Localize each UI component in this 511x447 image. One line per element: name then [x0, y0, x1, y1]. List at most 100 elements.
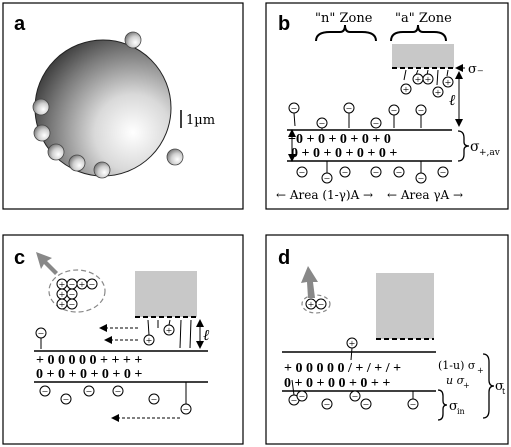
- panel-d-letter: d: [278, 247, 290, 269]
- sigma-av-subscript: +,av: [479, 148, 501, 158]
- label-sigma-in-sub: in: [457, 407, 465, 416]
- small-particle: [166, 148, 184, 166]
- label-u-sub: +: [463, 381, 470, 390]
- panel-b-frame: [265, 2, 509, 210]
- svg-text:−: −: [373, 118, 379, 130]
- svg-text:−: −: [115, 386, 121, 398]
- panel-d-frame: [265, 234, 509, 445]
- colloid-patch: [392, 44, 454, 68]
- svg-text:−: −: [418, 173, 424, 185]
- small-particle: [33, 124, 51, 142]
- svg-text:−: −: [63, 394, 69, 406]
- svg-text:+: +: [146, 335, 152, 347]
- sigma-t-brace: [482, 353, 495, 419]
- svg-text:−: −: [69, 289, 75, 301]
- zone-a-brace: [390, 24, 447, 42]
- lower-anions: − − − − − − −: [296, 161, 449, 185]
- anion: −: [38, 328, 44, 340]
- label-sigma-t: σ: [495, 379, 504, 394]
- ion-cluster: + − + − + − + −: [56, 278, 98, 311]
- scale-label: 1µm: [186, 113, 215, 128]
- svg-text:+: +: [435, 87, 441, 99]
- svg-text:+: +: [445, 77, 451, 89]
- svg-text:−: −: [89, 279, 95, 291]
- label-one-minus-u: (1-u) σ: [438, 359, 476, 372]
- svg-text:−: −: [324, 399, 330, 411]
- svg-text:−: −: [346, 103, 352, 115]
- motion-arrow: [36, 252, 58, 275]
- area-left-label: ← Area (1-γ)A →: [276, 188, 373, 202]
- panel-c: c + − + − + − + − + + ℓ −: [2, 234, 244, 445]
- label-sigma-t-sub: t: [502, 387, 506, 396]
- svg-text:−: −: [373, 167, 379, 179]
- zone-a-label: "a" Zone: [395, 11, 452, 26]
- panel-b: b "n" Zone "a" Zone σ₋ + + + + +: [265, 2, 509, 210]
- bridge-ions: + +: [143, 319, 192, 349]
- svg-text:−: −: [352, 391, 358, 403]
- svg-text:+: +: [59, 289, 65, 301]
- small-particle: [32, 98, 50, 116]
- svg-text:+: +: [415, 74, 421, 86]
- zone-n-brace: [315, 24, 377, 42]
- upper-anions: − − − − − −: [288, 102, 427, 130]
- area-right-label: ← Area γA →: [387, 188, 463, 202]
- label-u: u σ: [446, 374, 465, 387]
- surface-row-2: 0 + 0 + 0 + 0 + 0 +: [36, 367, 142, 382]
- panel-a-letter: a: [14, 13, 26, 35]
- svg-text:−: −: [86, 386, 92, 398]
- small-particle: [47, 143, 65, 161]
- surface-row-2: 0 + 0 + 0 0 + 0 + +: [284, 376, 390, 391]
- svg-text:+: +: [79, 279, 85, 291]
- motion-arrow: [301, 266, 318, 298]
- small-particle: [124, 31, 142, 49]
- svg-text:−: −: [410, 399, 416, 411]
- ion-pair-cation: +: [308, 299, 314, 311]
- svg-text:+: +: [59, 279, 65, 291]
- svg-text:−: −: [69, 299, 75, 311]
- surface-row-1: + 0 0 0 0 0 + + + +: [36, 353, 142, 368]
- ion-pair-outline: [301, 294, 331, 314]
- panel-c-frame: [2, 234, 244, 445]
- sigma-minus-label: σ₋: [468, 62, 484, 77]
- counterion-group: + + + + +: [400, 69, 454, 99]
- svg-text:−: −: [396, 167, 402, 179]
- ell-label: ℓ: [449, 91, 455, 109]
- svg-text:−: −: [324, 173, 330, 185]
- svg-text:−: −: [440, 167, 446, 179]
- sigma-av-brace: [457, 130, 470, 162]
- svg-text:−: −: [391, 105, 397, 117]
- small-particle: [93, 161, 111, 179]
- lower-anions: − − − − − −: [288, 379, 419, 411]
- svg-text:+: +: [166, 325, 172, 337]
- small-particle: [68, 154, 86, 172]
- surface-row-2: 0 + 0 + 0 + 0 + 0 +: [291, 146, 397, 161]
- svg-text:−: −: [69, 279, 75, 291]
- svg-text:−: −: [299, 391, 305, 403]
- svg-text:+: +: [403, 84, 409, 96]
- panel-a-frame: [2, 2, 244, 210]
- panel-a: a 1µm: [2, 2, 244, 210]
- svg-text:−: −: [183, 404, 189, 416]
- surface-row-1: + 0 0 0 0 0 / + / + / +: [284, 361, 401, 376]
- ell-label: ℓ: [203, 326, 209, 344]
- zone-n-label: "n" Zone: [315, 11, 373, 26]
- svg-text:−: −: [363, 399, 369, 411]
- svg-text:−: −: [342, 167, 348, 179]
- ion-cluster-outline: [48, 269, 106, 313]
- svg-text:−: −: [291, 395, 297, 407]
- colloid: [135, 271, 197, 317]
- lower-anions: − − − − − −: [39, 382, 192, 416]
- label-one-minus-u-sub: +: [477, 366, 484, 375]
- svg-text:−: −: [418, 105, 424, 117]
- svg-text:+: +: [425, 74, 431, 86]
- colloid: [376, 273, 434, 339]
- sigma-in-brace: [437, 389, 448, 421]
- svg-text:−: −: [319, 118, 325, 130]
- svg-text:−: −: [299, 167, 305, 179]
- svg-text:+: +: [59, 299, 65, 311]
- label-sigma-in: σ: [449, 399, 458, 414]
- svg-text:−: −: [291, 103, 297, 115]
- panel-b-letter: b: [278, 13, 290, 35]
- panel-c-letter: c: [14, 247, 25, 269]
- svg-text:−: −: [42, 386, 48, 398]
